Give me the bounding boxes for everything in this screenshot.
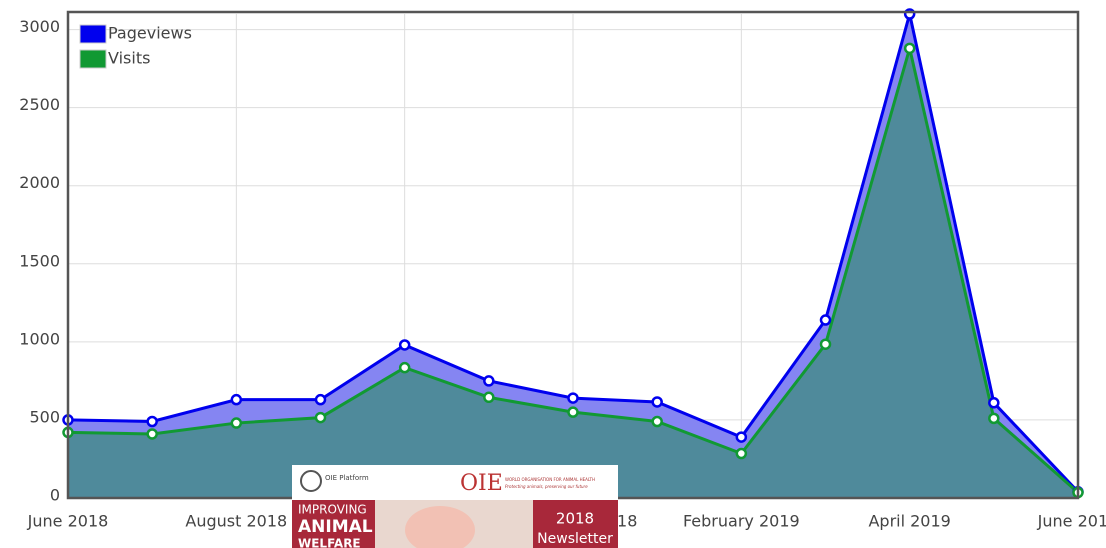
point — [821, 340, 830, 349]
point — [653, 417, 662, 426]
x-tick-label: April 2019 — [868, 512, 950, 531]
x-tick-label: June 2019 — [1037, 512, 1106, 531]
oie-logo: OIE — [460, 471, 503, 496]
point — [316, 413, 325, 422]
platform-text: OIE Platform — [325, 474, 369, 482]
y-tick-label: 500 — [29, 407, 60, 426]
legend-label: Visits — [108, 49, 150, 68]
x-tick-label: June 2018 — [27, 512, 109, 531]
point — [821, 316, 830, 325]
y-tick-label: 2000 — [19, 173, 60, 192]
point — [569, 408, 578, 417]
y-tick-label: 1000 — [19, 329, 60, 348]
point — [905, 44, 914, 53]
y-tick-label: 0 — [50, 486, 60, 505]
point — [316, 395, 325, 404]
point — [989, 414, 998, 423]
headline: IMPROVING — [298, 503, 367, 517]
motto: Protecting animals, preserving our futur… — [505, 484, 588, 489]
org-name: WORLD ORGANISATION FOR ANIMAL HEALTH — [505, 477, 595, 482]
year: 2018 — [556, 510, 594, 528]
y-tick-label: 1500 — [19, 251, 60, 270]
point — [653, 397, 662, 406]
y-tick-label: 3000 — [19, 17, 60, 36]
point — [232, 419, 241, 428]
point — [400, 340, 409, 349]
legend-swatch — [80, 50, 106, 68]
point — [484, 376, 493, 385]
plot: 0 500 1000 1500 2000 2500 3000 June 2018 August … — [19, 10, 1106, 531]
point — [989, 398, 998, 407]
headline: ANIMAL — [298, 517, 373, 537]
point — [148, 417, 157, 426]
point — [569, 394, 578, 403]
newsletter: Newsletter — [537, 531, 613, 547]
legend-swatch — [80, 25, 106, 43]
y-tick-label: 2500 — [19, 95, 60, 114]
x-tick-label: February 2019 — [683, 512, 800, 531]
point — [484, 393, 493, 402]
newsletter-banner[interactable]: OIE Platform OIE WORLD ORGANISATION FOR … — [292, 465, 618, 548]
point — [737, 433, 746, 442]
point — [232, 395, 241, 404]
chart: 0 500 1000 1500 2000 2500 3000 June 2018 August … — [0, 0, 1106, 548]
x-tick-label: August 2018 — [185, 512, 287, 531]
point — [400, 363, 409, 372]
point — [737, 449, 746, 458]
legend-label: Pageviews — [108, 24, 192, 43]
headline: WELFARE — [298, 537, 361, 548]
point — [148, 429, 157, 438]
